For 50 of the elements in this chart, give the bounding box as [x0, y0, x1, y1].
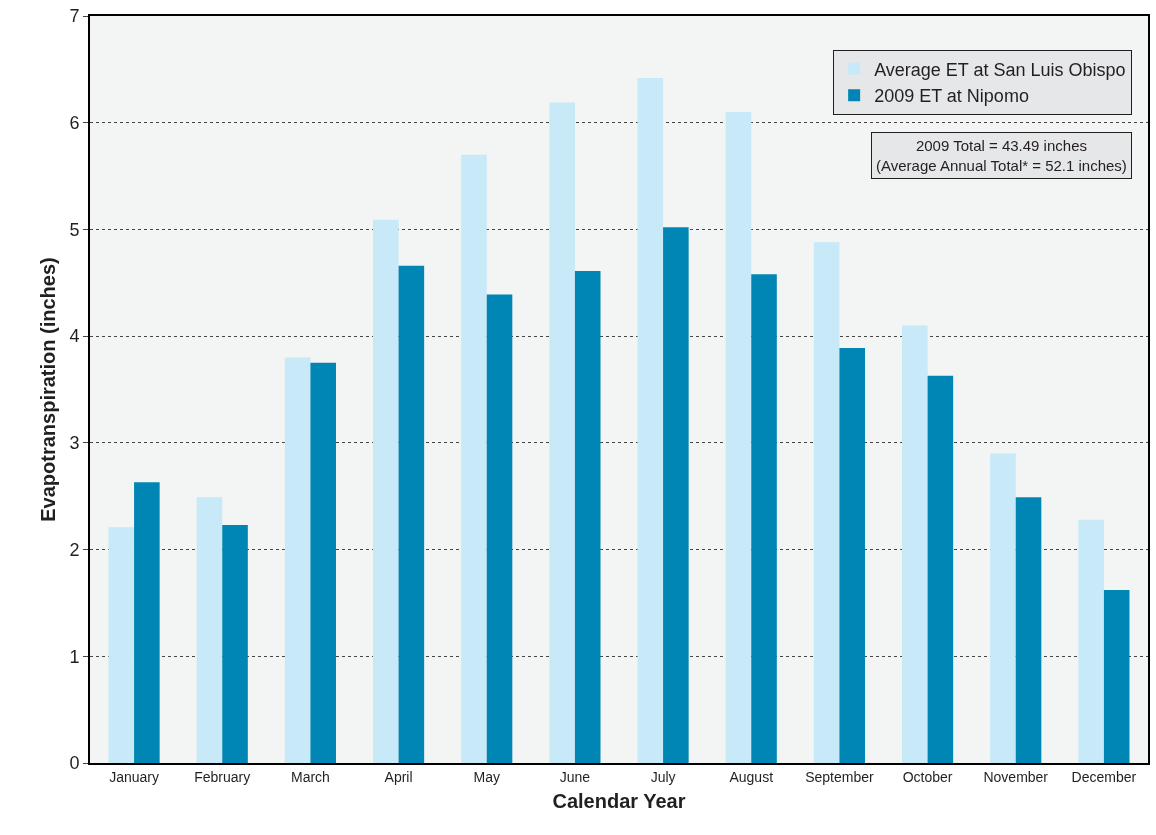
bar	[108, 527, 135, 763]
bar	[461, 154, 487, 763]
y-axis-title: Evapotranspiration (inches)	[37, 257, 60, 522]
bar	[751, 274, 777, 763]
annotation: 2009 Total = 43.49 inches	[915, 137, 1087, 154]
x-tick-label: March	[290, 768, 330, 785]
x-tick-label: November	[983, 768, 1049, 785]
x-tick-label: August	[729, 768, 774, 785]
bar	[398, 265, 425, 763]
bar	[813, 242, 840, 763]
bar	[222, 525, 248, 763]
bar	[373, 219, 399, 763]
y-tick-label: 6	[69, 113, 80, 134]
bar	[284, 357, 311, 763]
annotation: (Average Annual Total* = 52.1 inches)	[876, 156, 1127, 174]
x-tick-label: June	[559, 768, 591, 785]
x-tick-label: December	[1071, 768, 1137, 785]
legend-label: 2009 ET at Nipomo	[874, 86, 1029, 107]
x-tick-label: October	[902, 768, 953, 785]
x-tick-label: July	[650, 768, 676, 785]
bar	[990, 453, 1016, 763]
bar	[1015, 497, 1042, 763]
legend-label: Average ET at San Luis Obispo	[874, 59, 1126, 80]
x-tick-label: April	[384, 768, 413, 785]
y-tick-label: 0	[69, 753, 80, 774]
bar	[1078, 519, 1104, 763]
bar	[839, 347, 865, 763]
x-axis-title: Calendar Year	[552, 789, 686, 812]
bar	[1103, 590, 1130, 763]
bar	[637, 77, 664, 763]
x-tick-label: May	[473, 768, 500, 785]
x-tick-label: January	[109, 768, 159, 785]
bar	[196, 497, 223, 763]
y-tick-label: 3	[69, 433, 80, 454]
bar	[927, 375, 954, 763]
y-tick-label: 2	[69, 539, 80, 560]
y-tick-label: 5	[69, 219, 80, 240]
bar	[663, 227, 689, 763]
y-tick-label: 1	[69, 646, 80, 667]
x-tick-label: February	[194, 768, 251, 785]
bar	[725, 112, 752, 763]
x-tick-label: September	[805, 768, 874, 785]
bar	[134, 482, 160, 763]
bar	[549, 102, 575, 763]
bar	[574, 271, 601, 763]
bar	[486, 294, 513, 763]
bar	[310, 362, 336, 763]
y-tick-label: 7	[69, 6, 80, 27]
y-tick-label: 4	[69, 326, 80, 347]
bar	[902, 325, 928, 763]
